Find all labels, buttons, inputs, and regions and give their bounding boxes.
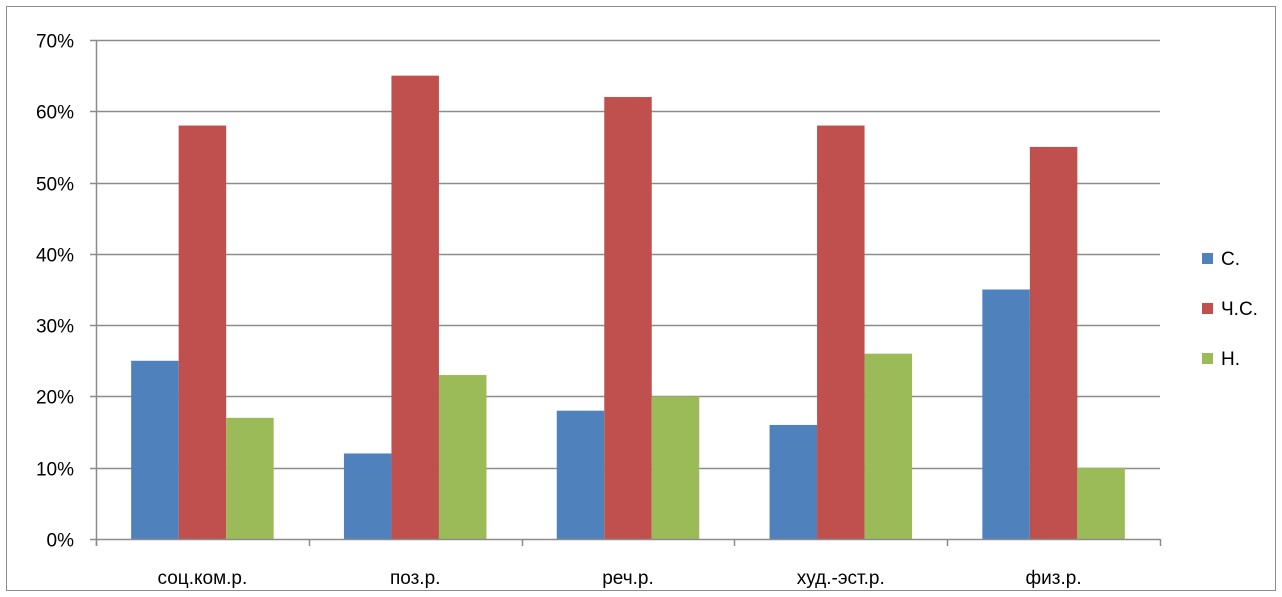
bar-3-3 bbox=[651, 396, 700, 539]
legend-swatch bbox=[1202, 253, 1213, 264]
x-tick-label: соц.ком.р. bbox=[158, 568, 248, 589]
bar-3-5 bbox=[1077, 467, 1125, 539]
y-tick-label: 60% bbox=[36, 103, 74, 124]
bar-3-2 bbox=[438, 375, 487, 539]
bar-2-5 bbox=[1029, 146, 1078, 539]
x-tick-label: поз.р. bbox=[390, 568, 440, 589]
bar-3-1 bbox=[226, 417, 274, 539]
x-axis-tick-labels: соц.ком.р. поз.р. реч.р. худ.-эст.р. физ.р. bbox=[158, 568, 1082, 589]
legend: С. Ч.С. Н. bbox=[1202, 249, 1258, 370]
bar-2-1 bbox=[178, 125, 227, 540]
legend-entry: Ч.С. bbox=[1221, 299, 1258, 320]
y-tick-label: 40% bbox=[36, 246, 74, 267]
bar-3-4 bbox=[864, 353, 913, 539]
y-tick-label: 50% bbox=[36, 175, 74, 196]
bar-1-3 bbox=[556, 410, 605, 539]
axes bbox=[95, 40, 1162, 546]
bars bbox=[131, 75, 1125, 540]
y-tick-label: 10% bbox=[36, 460, 74, 481]
bar-2-2 bbox=[391, 75, 439, 540]
bar-1-2 bbox=[343, 453, 392, 539]
y-axis-tick-labels: 0% 10% 20% 30% 40% 50% 60% 70% bbox=[36, 32, 96, 552]
y-tick-label: 70% bbox=[36, 32, 74, 53]
x-tick-label: реч.р. bbox=[602, 568, 654, 589]
legend-swatch bbox=[1202, 353, 1213, 364]
legend-swatch bbox=[1202, 303, 1213, 314]
bar-1-5 bbox=[982, 289, 1030, 539]
legend-entry: С. bbox=[1221, 249, 1240, 270]
x-tick-label: худ.-эст.р. bbox=[797, 568, 885, 589]
bar-1-1 bbox=[131, 360, 179, 539]
bar-1-4 bbox=[769, 424, 818, 539]
y-tick-label: 30% bbox=[36, 317, 74, 338]
x-tick-label: физ.р. bbox=[1026, 568, 1082, 589]
y-tick-label: 20% bbox=[36, 388, 74, 409]
legend-entry: Н. bbox=[1221, 349, 1240, 370]
y-tick-label: 0% bbox=[47, 531, 75, 552]
bar-2-3 bbox=[604, 97, 652, 540]
bar-2-4 bbox=[817, 125, 865, 540]
